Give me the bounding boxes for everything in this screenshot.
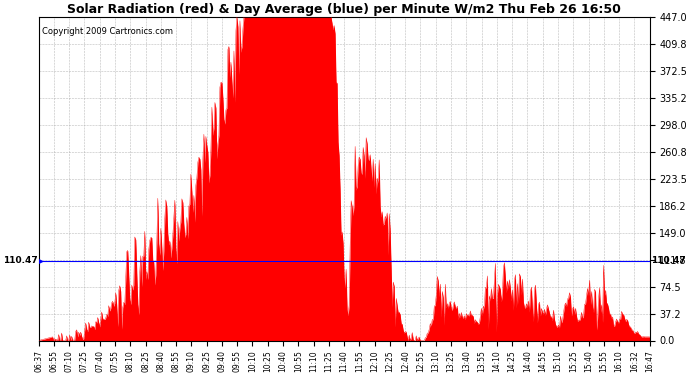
Title: Solar Radiation (red) & Day Average (blue) per Minute W/m2 Thu Feb 26 16:50: Solar Radiation (red) & Day Average (blu… — [67, 3, 621, 16]
Text: 110.47: 110.47 — [3, 256, 37, 265]
Text: Copyright 2009 Cartronics.com: Copyright 2009 Cartronics.com — [41, 27, 172, 36]
Text: 110.47: 110.47 — [651, 256, 686, 265]
